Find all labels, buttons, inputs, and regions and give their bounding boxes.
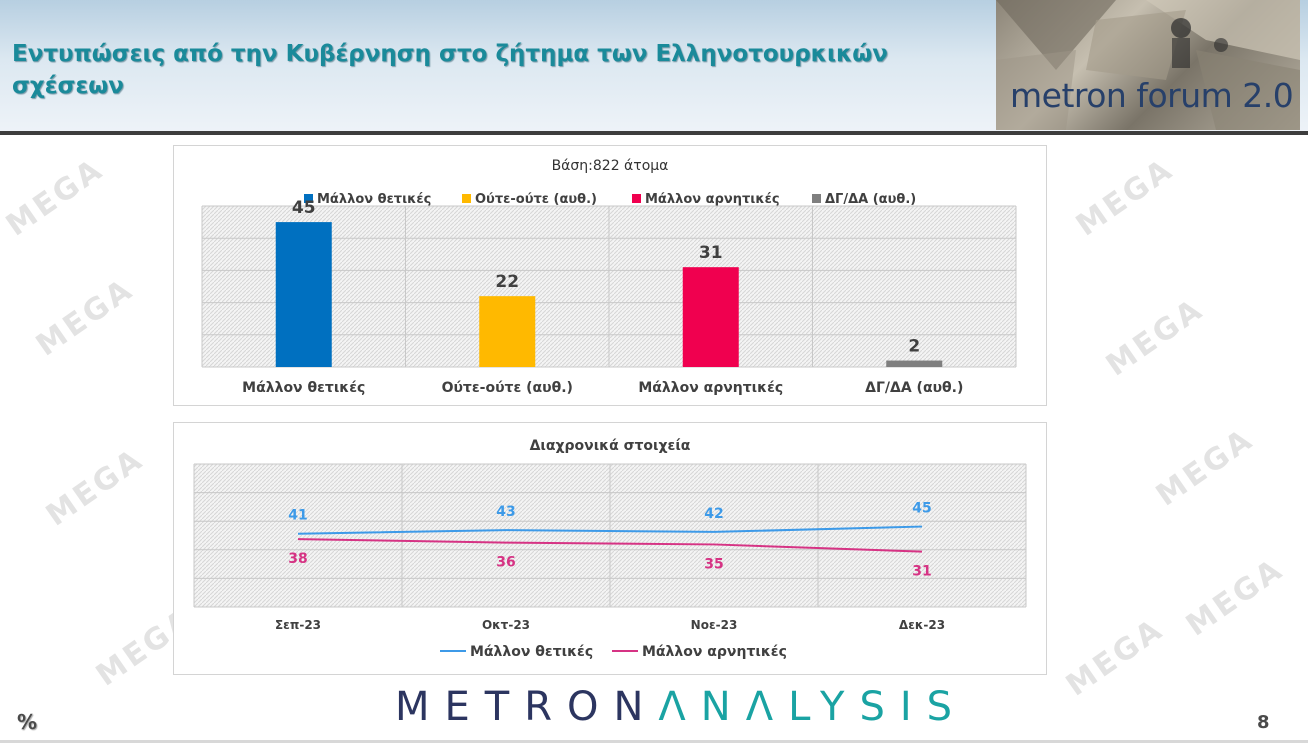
footer-divider <box>0 740 1308 743</box>
legend-label: ΔΓ/ΔΑ (αυθ.) <box>825 192 916 207</box>
legend-swatch <box>632 194 641 203</box>
series-line <box>297 525 923 535</box>
x-tick-label: Οκτ-23 <box>482 618 530 632</box>
watermark: MEGA <box>1069 151 1181 244</box>
legend-label: Μάλλον θετικές <box>317 192 431 207</box>
data-label: 43 <box>496 504 515 520</box>
header-divider <box>0 131 1308 135</box>
legend-label: Μάλλον αρνητικές <box>642 644 787 660</box>
watermark: MEGA <box>1179 551 1291 644</box>
watermark: MEGA <box>39 441 151 534</box>
metron-analysis-logo: METRONΛNΛLYSIS <box>395 684 967 730</box>
x-tick-label: Δεκ-23 <box>899 618 945 632</box>
watermark: MEGA <box>1059 611 1171 704</box>
category-label: Μάλλον θετικές <box>242 380 365 396</box>
data-label: 38 <box>288 551 307 567</box>
data-label: 35 <box>704 556 723 572</box>
watermark: MEGA <box>1099 291 1211 384</box>
series-line <box>297 538 923 553</box>
data-label: 36 <box>496 555 515 571</box>
legend-swatch <box>304 194 313 203</box>
x-tick-label: Νοε-23 <box>691 618 738 632</box>
watermark: MEGA <box>0 151 111 244</box>
page-number: 8 <box>1257 712 1270 733</box>
category-label: Μάλλον αρνητικές <box>638 380 783 396</box>
category-label: Ούτε-ούτε (αυθ.) <box>442 380 573 396</box>
logo-photo-collage <box>996 0 1300 130</box>
data-label: 31 <box>699 243 723 263</box>
x-tick-label: Σεπ-23 <box>275 618 321 632</box>
data-label: 45 <box>912 501 931 517</box>
legend-swatch <box>812 194 821 203</box>
bar-chart-panel: Βάση:822 άτομα Μάλλον θετικές Ούτε-ούτε (α… <box>173 145 1047 406</box>
metron-forum-logo: metron forum 2.0 <box>996 0 1300 130</box>
legend-label: Ούτε-ούτε (αυθ.) <box>475 192 597 207</box>
legend-label: Μάλλον αρνητικές <box>645 192 780 207</box>
logo-text: metron forum 2.0 <box>1010 76 1294 115</box>
watermark: MEGA <box>29 271 141 364</box>
data-label: 41 <box>288 508 307 524</box>
bar <box>479 296 536 367</box>
percent-sign: % <box>17 710 38 734</box>
data-label: 2 <box>908 337 920 357</box>
data-label: 31 <box>912 564 931 580</box>
data-label: 22 <box>495 272 519 292</box>
page-title: Εντυπώσεις από την Κυβέρνηση στο ζήτημα … <box>12 41 888 99</box>
bar <box>886 360 943 367</box>
brand-right: ΛNΛLYSIS <box>658 684 968 730</box>
chart-title: Διαχρονικά στοιχεία <box>530 438 691 454</box>
line-chart: Διαχρονικά στοιχεία 41 43 42 45 38 36 35 31 Σεπ-2… <box>193 438 1027 660</box>
data-label: 45 <box>292 198 316 218</box>
bar-chart: Βάση:822 άτομα Μάλλον θετικές Ούτε-ούτε (α… <box>201 158 1017 396</box>
category-label: ΔΓ/ΔΑ (αυθ.) <box>865 380 963 396</box>
legend-label: Μάλλον θετικές <box>470 644 593 660</box>
chart-title: Βάση:822 άτομα <box>552 158 669 174</box>
legend-swatch <box>462 194 471 203</box>
bar <box>275 222 332 367</box>
data-label: 42 <box>704 506 723 522</box>
bar <box>682 267 739 367</box>
watermark: MEGA <box>1149 421 1261 514</box>
line-chart-panel: Διαχρονικά στοιχεία 41 43 42 45 38 36 35 31 Σεπ-2… <box>173 422 1047 675</box>
brand-left: METRON <box>395 684 659 730</box>
